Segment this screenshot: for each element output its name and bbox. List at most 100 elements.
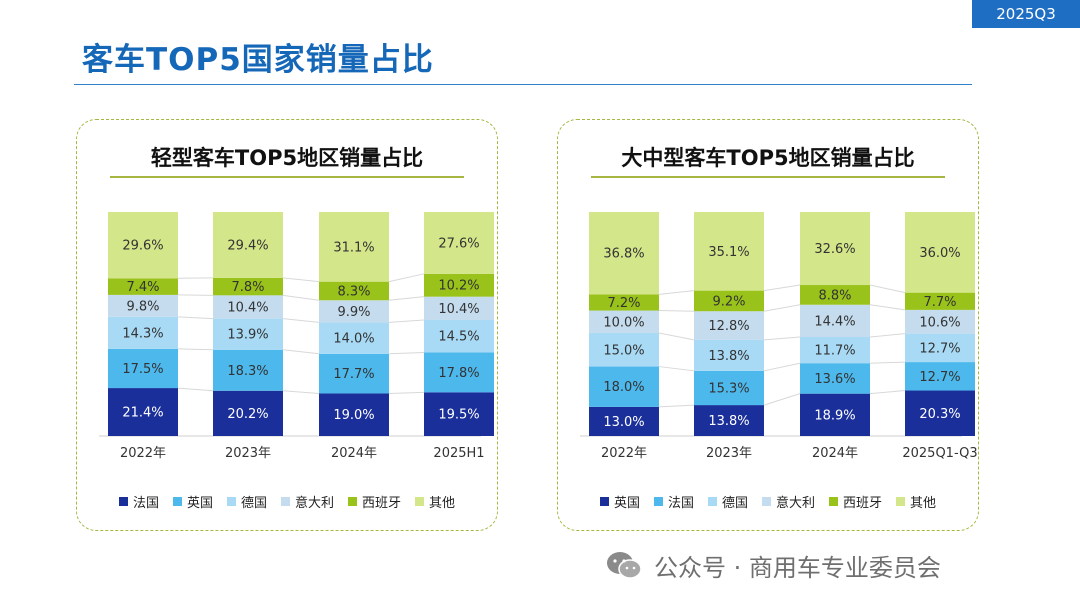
bar-segment-其他-2024年 — [800, 212, 870, 286]
legend-swatch — [118, 497, 128, 506]
light-bus-title-divider — [110, 176, 464, 178]
series-connector-line — [658, 366, 695, 372]
bar-segment-法国-2022年 — [589, 366, 659, 407]
legend-swatch — [172, 497, 182, 506]
legend-swatch — [653, 497, 663, 506]
series-connector-line — [282, 390, 320, 394]
bar-segment-英国-2024年 — [800, 393, 870, 436]
series-connector-line — [869, 304, 906, 311]
data-label: 14.3% — [122, 326, 163, 341]
data-label: 17.5% — [122, 362, 163, 377]
x-tick-label: 2025Q1-Q3 — [902, 446, 977, 461]
data-label: 35.1% — [708, 245, 749, 260]
legend-label: 法国 — [132, 496, 159, 511]
light-bus-legend: 法国 英国 德国 意大利 西班牙 其他 — [77, 492, 497, 511]
data-label: 18.3% — [227, 364, 268, 379]
series-connector-line — [177, 316, 214, 320]
data-label: 10.4% — [227, 300, 268, 315]
series-connector-line — [763, 362, 801, 372]
bar-segment-德国-2022年 — [108, 316, 178, 349]
x-tick-label: 2024年 — [331, 446, 377, 461]
bar-segment-其他-2024年 — [319, 212, 389, 282]
series-connector-line — [869, 284, 906, 294]
bar-segment-西班牙-2025H1 — [424, 273, 494, 297]
data-label: 10.4% — [438, 302, 479, 317]
bar-segment-西班牙-2022年 — [108, 278, 178, 295]
bar-segment-英国-2023年 — [694, 405, 764, 436]
bar-segment-法国-2023年 — [694, 370, 764, 406]
light-bus-chart-panel: 轻型客车TOP5地区销量占比 21.4% 17.5% 14.3% 9.8% 7.4% 29… — [76, 119, 498, 531]
bar-segment-其他-2023年 — [213, 212, 283, 278]
legend-swatch — [762, 497, 771, 506]
data-label: 36.0% — [919, 246, 960, 261]
bar-segment-德国-2022年 — [589, 332, 659, 367]
series-connector-line — [282, 318, 320, 323]
series-connector-line — [388, 351, 425, 355]
legend-item: 其他 — [415, 492, 455, 511]
legend-item: 西班牙 — [829, 492, 882, 511]
series-connector-line — [177, 348, 214, 351]
bar-segment-英国-2023年 — [213, 349, 283, 391]
data-label: 12.7% — [919, 341, 960, 356]
legend-label: 德国 — [240, 496, 267, 511]
data-label: 20.3% — [919, 407, 960, 422]
series-connector-line — [763, 284, 801, 292]
data-label: 13.0% — [603, 415, 644, 430]
bar-segment-意大利-2025H1 — [424, 296, 494, 320]
x-tick-label: 2023年 — [225, 446, 271, 461]
data-label: 9.8% — [126, 299, 159, 314]
bar-segment-德国-2024年 — [800, 336, 870, 364]
series-connector-line — [658, 404, 695, 408]
data-label: 18.9% — [814, 408, 855, 423]
bar-segment-西班牙-2022年 — [589, 294, 659, 311]
data-label: 7.4% — [126, 280, 159, 295]
bar-segment-意大利-2023年 — [694, 311, 764, 340]
data-label: 18.0% — [603, 380, 644, 395]
legend-item: 西班牙 — [348, 492, 401, 511]
light-bus-stacked-bar-chart: 21.4% 17.5% 14.3% 9.8% 7.4% 29.6% 2022年 20.2% 18… — [99, 212, 494, 461]
data-label: 15.3% — [708, 381, 749, 396]
bar-segment-意大利-2023年 — [213, 295, 283, 319]
data-label: 27.6% — [438, 236, 479, 251]
data-label: 14.0% — [333, 332, 374, 347]
legend-label: 德国 — [721, 496, 748, 511]
bar-segment-德国-2025H1 — [424, 319, 494, 353]
series-connector-line — [763, 393, 801, 406]
period-badge: 2025Q3 — [972, 0, 1080, 28]
bar-segment-西班牙-2025Q1-Q3 — [905, 292, 975, 310]
bar-segment-西班牙-2023年 — [694, 290, 764, 312]
x-tick-label: 2025H1 — [433, 446, 484, 461]
legend-item: 英国 — [599, 492, 640, 511]
bar-segment-意大利-2022年 — [108, 294, 178, 317]
bar-segment-法国-2025Q1-Q3 — [905, 362, 975, 391]
data-label: 13.6% — [814, 372, 855, 387]
data-label: 29.6% — [122, 239, 163, 254]
bar-segment-德国-2024年 — [319, 322, 389, 354]
bar-segment-其他-2025Q1-Q3 — [905, 212, 975, 293]
wechat-icon — [607, 551, 642, 579]
data-label: 7.7% — [923, 295, 956, 310]
series-connector-line — [388, 319, 425, 323]
series-connector-line — [388, 273, 425, 283]
legend-item: 其他 — [896, 492, 936, 511]
source-watermark: 公众号 · 商用车专业委员会 — [604, 548, 941, 583]
bar-segment-法国-2022年 — [108, 388, 178, 436]
bar-segment-西班牙-2024年 — [319, 281, 389, 301]
data-label: 17.8% — [438, 366, 479, 381]
series-connector-line — [658, 310, 695, 312]
legend-swatch — [829, 497, 839, 506]
legend-swatch — [599, 497, 609, 506]
data-label: 8.8% — [818, 288, 851, 303]
data-label: 14.4% — [814, 314, 855, 329]
bar-segment-法国-2023年 — [213, 390, 283, 436]
bar-segment-英国-2025H1 — [424, 352, 494, 393]
x-tick-label: 2024年 — [812, 446, 858, 461]
bar-segment-英国-2024年 — [319, 353, 389, 394]
bar-segment-法国-2024年 — [319, 393, 389, 436]
data-label: 21.4% — [122, 406, 163, 421]
light-bus-chart-title: 轻型客车TOP5地区销量占比 — [150, 146, 424, 170]
legend-label: 西班牙 — [843, 496, 883, 511]
data-label: 13.8% — [708, 414, 749, 429]
bar-segment-德国-2023年 — [694, 339, 764, 371]
data-label: 7.2% — [607, 296, 640, 311]
